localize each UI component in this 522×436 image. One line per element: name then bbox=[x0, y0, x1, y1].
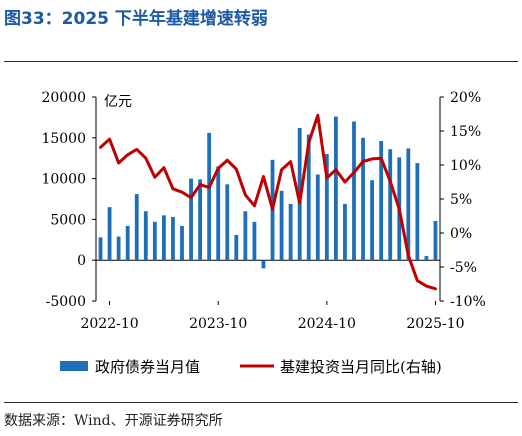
bar-government-bonds bbox=[98, 237, 103, 261]
bar-government-bonds bbox=[288, 203, 293, 261]
legend-label-infra: 基建投资当月同比(右轴) bbox=[280, 358, 442, 376]
bar-government-bonds bbox=[379, 141, 384, 261]
bar-government-bonds bbox=[352, 121, 356, 261]
source-divider bbox=[4, 402, 518, 403]
legend-swatch-bonds bbox=[60, 361, 88, 371]
chart: -5000 0 5000 10000 15000 20000 -10% -5% 0% 5% 10% 1… bbox=[41, 90, 486, 376]
bar-government-bonds bbox=[252, 221, 257, 261]
bar-government-bonds bbox=[315, 174, 320, 261]
bar-government-bonds bbox=[433, 221, 438, 261]
left-tick-label: 0 bbox=[77, 253, 86, 269]
bar-government-bonds bbox=[388, 149, 393, 261]
line-infrastructure-yoy bbox=[99, 113, 437, 291]
x-tick-label: 2023-10 bbox=[189, 316, 247, 332]
bar-government-bonds bbox=[343, 203, 347, 261]
bar-government-bonds bbox=[324, 154, 329, 261]
left-tick-label: 20000 bbox=[41, 90, 86, 106]
left-tick-label: -5000 bbox=[46, 294, 86, 310]
x-tick-label: 2025-10 bbox=[406, 316, 464, 332]
bar-government-bonds bbox=[180, 225, 184, 261]
title-divider bbox=[4, 61, 518, 62]
x-tick-label: 2022-10 bbox=[80, 316, 138, 332]
left-tick-label: 5000 bbox=[50, 212, 86, 228]
legend-label-bonds: 政府债券当月值 bbox=[95, 358, 200, 376]
right-tick-label: 10% bbox=[450, 158, 481, 174]
right-tick-label: 5% bbox=[450, 192, 472, 208]
bar-government-bonds bbox=[424, 256, 429, 261]
bar-government-bonds bbox=[243, 211, 248, 261]
bar-government-bonds bbox=[207, 132, 212, 261]
bar-government-bonds bbox=[171, 216, 175, 261]
bar-government-bonds bbox=[333, 116, 338, 261]
bar-government-bonds bbox=[306, 134, 311, 261]
right-tick-label: 20% bbox=[450, 90, 481, 106]
bar-government-bonds bbox=[261, 260, 266, 269]
bar-government-bonds bbox=[415, 163, 420, 261]
bar-government-bonds bbox=[370, 180, 375, 261]
y-unit-label: 亿元 bbox=[104, 94, 132, 110]
bar-government-bonds bbox=[116, 236, 121, 261]
bar-government-bonds bbox=[361, 137, 365, 261]
x-tick-label: 2024-10 bbox=[298, 316, 356, 332]
left-tick-label: 15000 bbox=[41, 131, 86, 147]
bar-government-bonds bbox=[189, 178, 193, 261]
source-note: 数据来源：Wind、开源证券研究所 bbox=[4, 413, 223, 429]
bar-government-bonds bbox=[234, 234, 239, 261]
bar-government-bonds bbox=[216, 166, 221, 261]
right-tick-label: -5% bbox=[450, 260, 477, 276]
bar-government-bonds bbox=[143, 211, 148, 261]
bar-government-bonds bbox=[107, 207, 112, 261]
bar-government-bonds bbox=[225, 184, 230, 261]
bar-government-bonds bbox=[198, 179, 203, 261]
right-tick-label: -10% bbox=[450, 294, 486, 310]
bar-government-bonds bbox=[406, 148, 411, 261]
bar-government-bonds bbox=[152, 221, 157, 261]
right-tick-label: 0% bbox=[450, 226, 472, 242]
right-tick-label: 15% bbox=[450, 124, 481, 140]
bar-government-bonds bbox=[279, 190, 284, 261]
bar-government-bonds bbox=[125, 225, 130, 261]
figure-title: 图33：2025 下半年基建增速转弱 bbox=[4, 9, 268, 29]
left-tick-label: 10000 bbox=[41, 172, 86, 188]
bar-government-bonds bbox=[134, 194, 139, 261]
bar-government-bonds bbox=[161, 215, 166, 261]
